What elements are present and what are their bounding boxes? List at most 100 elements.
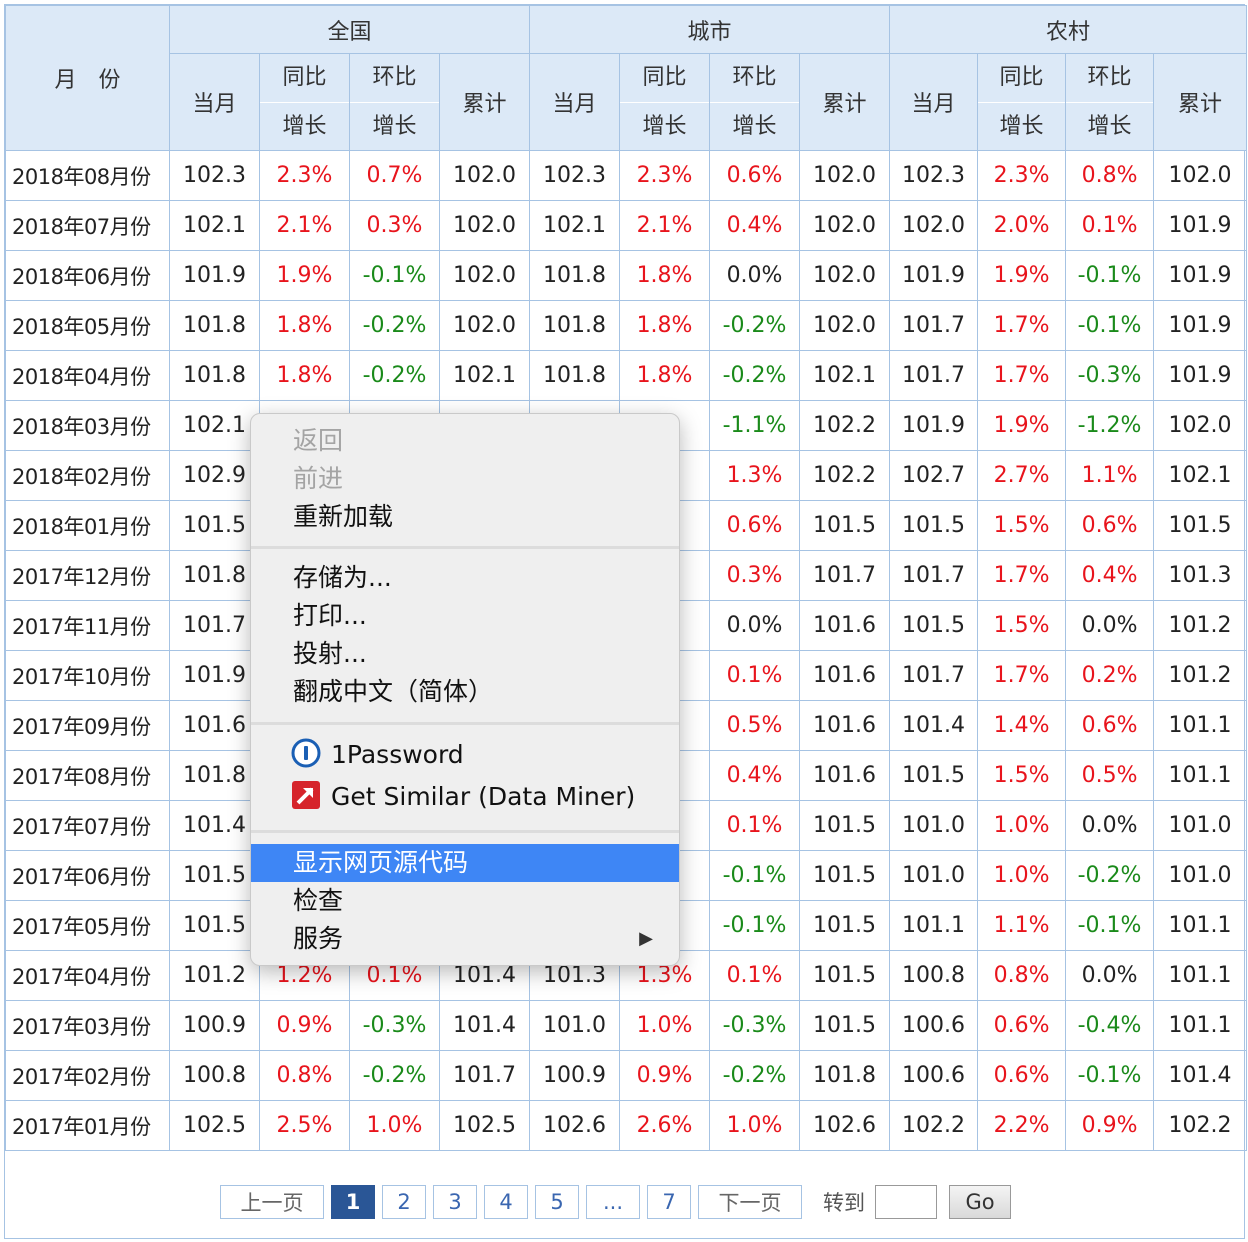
menu-item-services[interactable]: 服务 ▶: [251, 920, 679, 958]
value-cell: 1.8%: [619, 300, 711, 351]
month-cell: 2018年01月份: [5, 500, 170, 551]
value-cell: 100.9: [529, 1050, 621, 1101]
month-cell: 2018年06月份: [5, 250, 170, 301]
value-cell: 101.8: [529, 250, 621, 301]
page-button[interactable]: 3: [433, 1185, 477, 1219]
value-cell: 102.5: [438, 1100, 531, 1151]
value-cell: 101.9: [1153, 300, 1248, 351]
value-cell: 102.0: [799, 300, 891, 351]
page-button[interactable]: 7: [647, 1185, 691, 1219]
value-cell: -0.1%: [709, 850, 801, 901]
value-cell: 101.6: [799, 700, 891, 751]
value-cell: 101.5: [799, 500, 891, 551]
value-cell: 102.1: [1153, 450, 1248, 501]
value-cell: 101.5: [889, 600, 979, 651]
value-cell: 102.1: [169, 200, 260, 251]
value-cell: 101.5: [799, 1000, 891, 1051]
value-cell: 1.5%: [977, 600, 1067, 651]
value-cell: 0.5%: [1065, 750, 1155, 801]
value-cell: 102.0: [799, 200, 891, 251]
page-button[interactable]: ...: [586, 1185, 640, 1219]
value-cell: 0.1%: [709, 800, 801, 851]
menu-item-forward[interactable]: 前进: [293, 464, 344, 493]
value-cell: 2.1%: [619, 200, 711, 251]
value-cell: 101.8: [169, 350, 260, 401]
page-button[interactable]: 5: [535, 1185, 579, 1219]
value-cell: 101.8: [169, 750, 260, 801]
value-cell: 102.2: [799, 450, 891, 501]
value-cell: 101.7: [799, 550, 891, 601]
value-cell: 1.7%: [977, 550, 1067, 601]
prev-page-button[interactable]: 上一页: [220, 1185, 324, 1219]
current-page-button[interactable]: 1: [331, 1185, 375, 1219]
menu-item-cast[interactable]: 投射...: [293, 639, 367, 668]
menu-item-reload[interactable]: 重新加载: [293, 502, 394, 531]
page-button[interactable]: 4: [484, 1185, 528, 1219]
value-cell: -0.3%: [709, 1000, 801, 1051]
value-cell: 102.0: [438, 300, 531, 351]
next-page-button[interactable]: 下一页: [698, 1185, 802, 1219]
value-cell: 101.9: [889, 250, 979, 301]
header-line: 增长: [732, 114, 777, 139]
month-cell: 2017年08月份: [5, 750, 170, 801]
value-cell: 101.6: [799, 600, 891, 651]
value-cell: 0.1%: [709, 950, 801, 1001]
header-line: 环比: [350, 55, 439, 103]
cumulative-header: 累计: [799, 53, 891, 151]
month-header: 月 份: [5, 5, 170, 151]
menu-item-translate[interactable]: 翻成中文（简体）: [293, 677, 494, 706]
month-cell: 2018年03月份: [5, 400, 170, 451]
month-cell: 2018年05月份: [5, 300, 170, 351]
value-cell: 2.3%: [619, 150, 711, 201]
menu-item-inspect[interactable]: 检查: [293, 886, 344, 915]
menu-item-data-miner[interactable]: Get Similar (Data Miner): [251, 778, 679, 816]
value-cell: 2.1%: [259, 200, 350, 251]
value-cell: 0.0%: [709, 600, 801, 651]
value-cell: 1.4%: [977, 700, 1067, 751]
month-cell: 2018年08月份: [5, 150, 170, 201]
page-button[interactable]: 2: [382, 1185, 426, 1219]
value-cell: 0.0%: [1065, 600, 1155, 651]
value-cell: 101.1: [1153, 950, 1248, 1001]
value-cell: 102.2: [1153, 1100, 1248, 1151]
menu-separator: [251, 830, 679, 833]
value-cell: 1.7%: [977, 300, 1067, 351]
value-cell: -0.1%: [1065, 1050, 1155, 1101]
value-cell: 2.7%: [977, 450, 1067, 501]
value-cell: 101.2: [1153, 600, 1248, 651]
go-button[interactable]: Go: [949, 1185, 1011, 1219]
value-cell: 0.3%: [349, 200, 440, 251]
value-cell: 101.5: [799, 800, 891, 851]
menu-item-1password[interactable]: 1Password: [251, 736, 679, 774]
value-cell: -0.2%: [709, 1050, 801, 1101]
menu-separator: [251, 722, 679, 725]
month-cell: 2017年01月份: [5, 1100, 170, 1151]
value-cell: 101.1: [1153, 1000, 1248, 1051]
submenu-arrow-icon: ▶: [639, 928, 653, 949]
goto-page-input[interactable]: [875, 1185, 937, 1219]
menu-item-label: Get Similar (Data Miner): [331, 782, 636, 811]
menu-item-back[interactable]: 返回: [293, 426, 344, 455]
month-cell: 2017年09月份: [5, 700, 170, 751]
value-cell: 0.0%: [709, 250, 801, 301]
value-cell: 0.4%: [709, 200, 801, 251]
value-cell: 101.9: [1153, 200, 1248, 251]
mom-header: 环比 增长: [349, 53, 440, 151]
value-cell: 0.9%: [1065, 1100, 1155, 1151]
value-cell: 101.1: [1153, 750, 1248, 801]
menu-item-save-as[interactable]: 存储为...: [293, 563, 392, 592]
value-cell: 101.5: [799, 850, 891, 901]
value-cell: 101.7: [169, 600, 260, 651]
goto-label: 转到: [823, 1191, 865, 1215]
value-cell: 1.8%: [619, 350, 711, 401]
value-cell: 101.4: [1153, 1050, 1248, 1101]
mom-header: 环比 增长: [1065, 53, 1155, 151]
value-cell: 2.3%: [259, 150, 350, 201]
menu-item-view-source[interactable]: 显示网页源代码: [251, 844, 679, 882]
menu-item-print[interactable]: 打印...: [293, 601, 367, 630]
value-cell: 102.0: [1153, 150, 1248, 201]
value-cell: 2.2%: [977, 1100, 1067, 1151]
menu-item-label: 1Password: [331, 740, 464, 769]
context-menu: 返回 前进 重新加载 存储为... 打印... 投射... 翻成中文（简体） 1…: [250, 413, 680, 966]
value-cell: 102.0: [438, 250, 531, 301]
